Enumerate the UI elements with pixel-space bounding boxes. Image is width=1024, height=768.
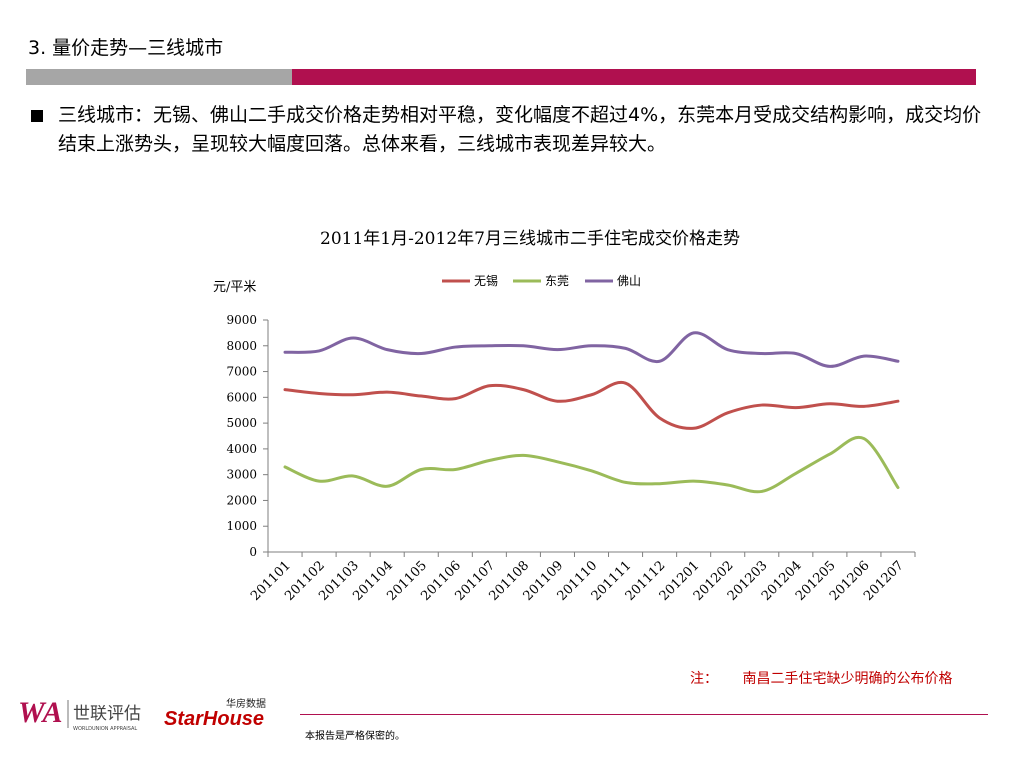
y-tick-label: 1000	[226, 519, 257, 533]
page-title: 3. 量价走势—三线城市	[28, 37, 224, 59]
bullet-text: 三线城市：无锡、佛山二手成交价格走势相对平稳，变化幅度不超过4%，东莞本月受成交…	[58, 104, 982, 155]
y-tick-label: 4000	[226, 442, 257, 456]
y-tick-label: 5000	[226, 416, 257, 430]
y-tick-label: 3000	[226, 468, 257, 482]
series-line-1	[283, 435, 900, 494]
legend-label-1: 东莞	[545, 274, 569, 288]
bullet-square-icon	[31, 110, 43, 122]
footer-confidential: 本报告是严格保密的。	[305, 731, 405, 742]
note-text: 南昌二手住宅缺少明确的公布价格	[742, 671, 953, 687]
starhouse-logo: 华房数据 StarHouse	[164, 697, 266, 730]
series-line-0	[283, 380, 900, 430]
sh-logo-en: StarHouse	[164, 708, 264, 730]
wa-logo-cn: 世联评估	[73, 704, 141, 724]
y-tick-label: 2000	[226, 493, 257, 507]
note: 注： 南昌二手住宅缺少明确的公布价格	[690, 668, 952, 688]
footer-rule	[300, 714, 988, 715]
worldunion-logo: WA 世联评估 WORLDUNION APPRAISAL	[18, 696, 141, 732]
wa-logo-en: WORLDUNION APPRAISAL	[73, 726, 137, 732]
legend-label-0: 无锡	[474, 273, 498, 288]
y-axis-label: 元/平米	[213, 280, 256, 295]
chart-title: 2011年1月-2012年7月三线城市二手住宅成交价格走势	[320, 229, 740, 249]
y-tick-label: 9000	[226, 313, 257, 327]
series-line-2	[283, 331, 900, 368]
note-label: 注：	[690, 671, 718, 687]
y-tick-label: 0	[249, 545, 257, 559]
y-tick-label: 6000	[226, 390, 257, 404]
y-tick-label: 8000	[226, 339, 257, 353]
header-bar-gray	[26, 69, 292, 85]
y-tick-label: 7000	[226, 365, 257, 379]
wa-logo-letters: WA	[18, 696, 62, 729]
header-bar-red	[292, 69, 976, 85]
sh-logo-cn: 华房数据	[226, 697, 266, 710]
legend-label-2: 佛山	[617, 274, 641, 288]
